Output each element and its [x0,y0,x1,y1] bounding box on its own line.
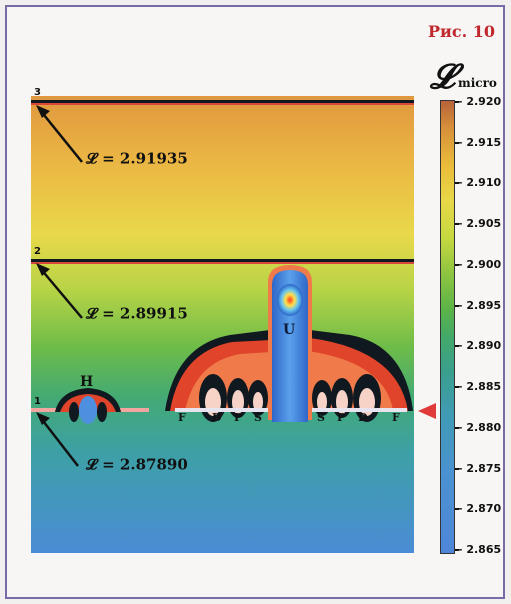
colorbar-tick-label: – 2.885 [457,380,502,394]
arrowhead-3 [36,105,50,118]
colorbar-tick-mark [455,426,459,429]
colorbar-tick-label: – 2.920 [457,95,502,108]
colorbar-tick-label: – 2.875 [457,461,502,475]
mark-left-p: P [234,411,243,424]
figure-label: Рис. 10 [427,22,495,41]
level-3-line [31,100,414,103]
field-background [31,96,414,553]
colorbar-tick-label: – 2.890 [457,339,502,353]
colorbar-tick-label: – 2.910 [457,176,502,190]
colorbar-tick-label: – 2.915 [457,135,502,149]
level-2-index: 2 [34,246,41,257]
colorbar-tick-label: – 2.900 [457,257,502,271]
colorbar-tick-mark [455,101,459,103]
colorbar-tick-label: – 2.905 [457,217,502,231]
colorbar-tick-mark [455,386,459,389]
level-1-annotation: 𝓛 = 2.87890 [86,455,188,474]
level-3-index: 3 [34,87,41,98]
scale-title: 𝓛 micro [430,57,497,97]
structure-h [31,388,149,424]
mark-left-d: D [212,411,222,424]
colorbar-tick-label: – 2.895 [457,298,502,312]
colorbar-tick-label: – 2.880 [457,420,502,434]
mark-left-s: S [254,411,262,424]
level-2-line [31,259,414,262]
colorbar-tick-mark [455,508,459,511]
level-2-annotation: 𝓛 = 2.89915 [86,304,188,323]
colorbar-tick-mark [455,304,459,307]
mark-right-p: P [337,411,346,424]
arrow-level-2 [39,267,83,319]
arrowhead-1 [36,412,50,425]
colorbar-tick-label: – 2.870 [457,502,502,516]
mark-right-s: S [317,411,325,424]
colorbar-tick-mark [455,549,459,551]
mark-right-d: D [358,411,368,424]
colorbar-tick-mark [455,345,459,348]
level-3-annotation: 𝓛 = 2.91935 [86,149,188,168]
mark-h: H [80,374,94,390]
mark-right-f: F [392,411,400,424]
colorbar-tick-label: – 2.865 [457,543,502,556]
arrowhead-2 [36,263,50,276]
mark-left-f: F [178,411,186,424]
colorbar-tick-mark [455,467,459,470]
structure-u [165,265,413,422]
colorbar-tick-mark [455,263,459,266]
colorbar [440,100,455,554]
level-1-index: 1 [34,396,41,407]
scale-symbol: 𝓛 [430,57,455,97]
colorbar-tick-mark [455,141,459,144]
scale-subscript: micro [458,76,497,90]
arrow-level-1 [39,416,79,467]
colorbar-tick-mark [455,182,459,185]
level-pointer-arrow [418,403,436,419]
colorbar-tick-mark [455,223,459,226]
arrow-level-3 [39,109,83,163]
mark-u: U [283,322,296,338]
